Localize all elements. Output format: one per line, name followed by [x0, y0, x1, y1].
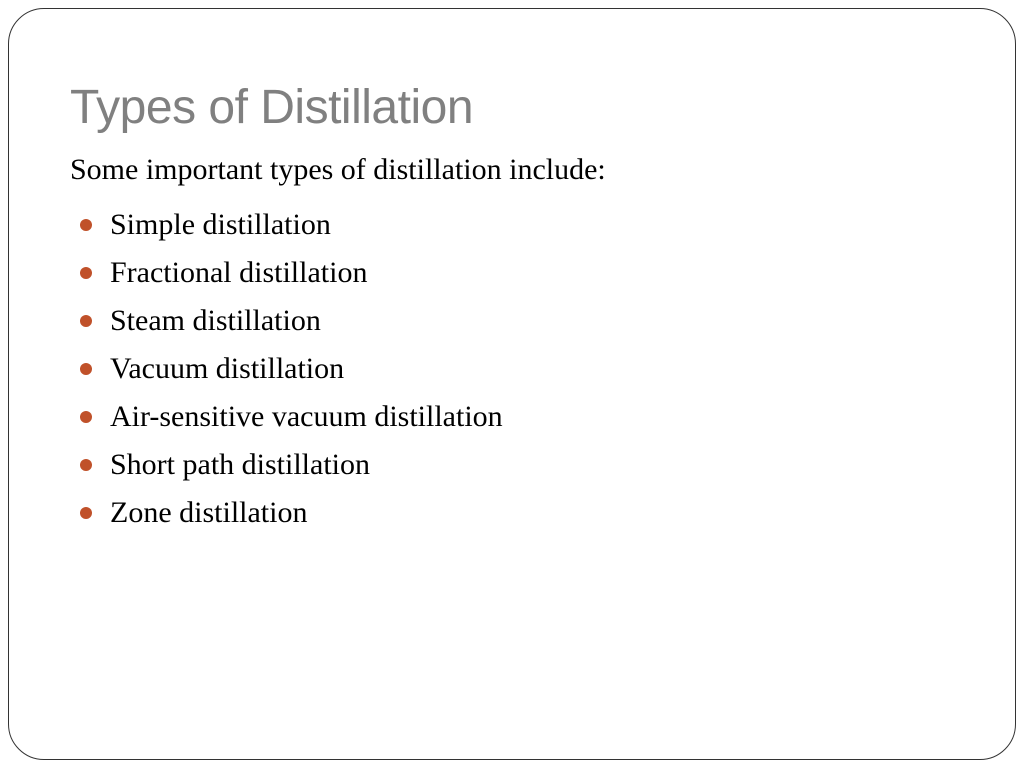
- list-item: Steam distillation: [76, 297, 954, 345]
- bullet-list: Simple distillation Fractional distillat…: [70, 201, 954, 537]
- list-item: Vacuum distillation: [76, 345, 954, 393]
- list-item: Short path distillation: [76, 441, 954, 489]
- slide-title: Types of Distillation: [70, 80, 954, 135]
- list-item: Zone distillation: [76, 489, 954, 537]
- list-item: Fractional distillation: [76, 249, 954, 297]
- intro-text: Some important types of distillation inc…: [70, 153, 954, 187]
- slide-content: Types of Distillation Some important typ…: [70, 80, 954, 537]
- list-item: Air-sensitive vacuum distillation: [76, 393, 954, 441]
- list-item: Simple distillation: [76, 201, 954, 249]
